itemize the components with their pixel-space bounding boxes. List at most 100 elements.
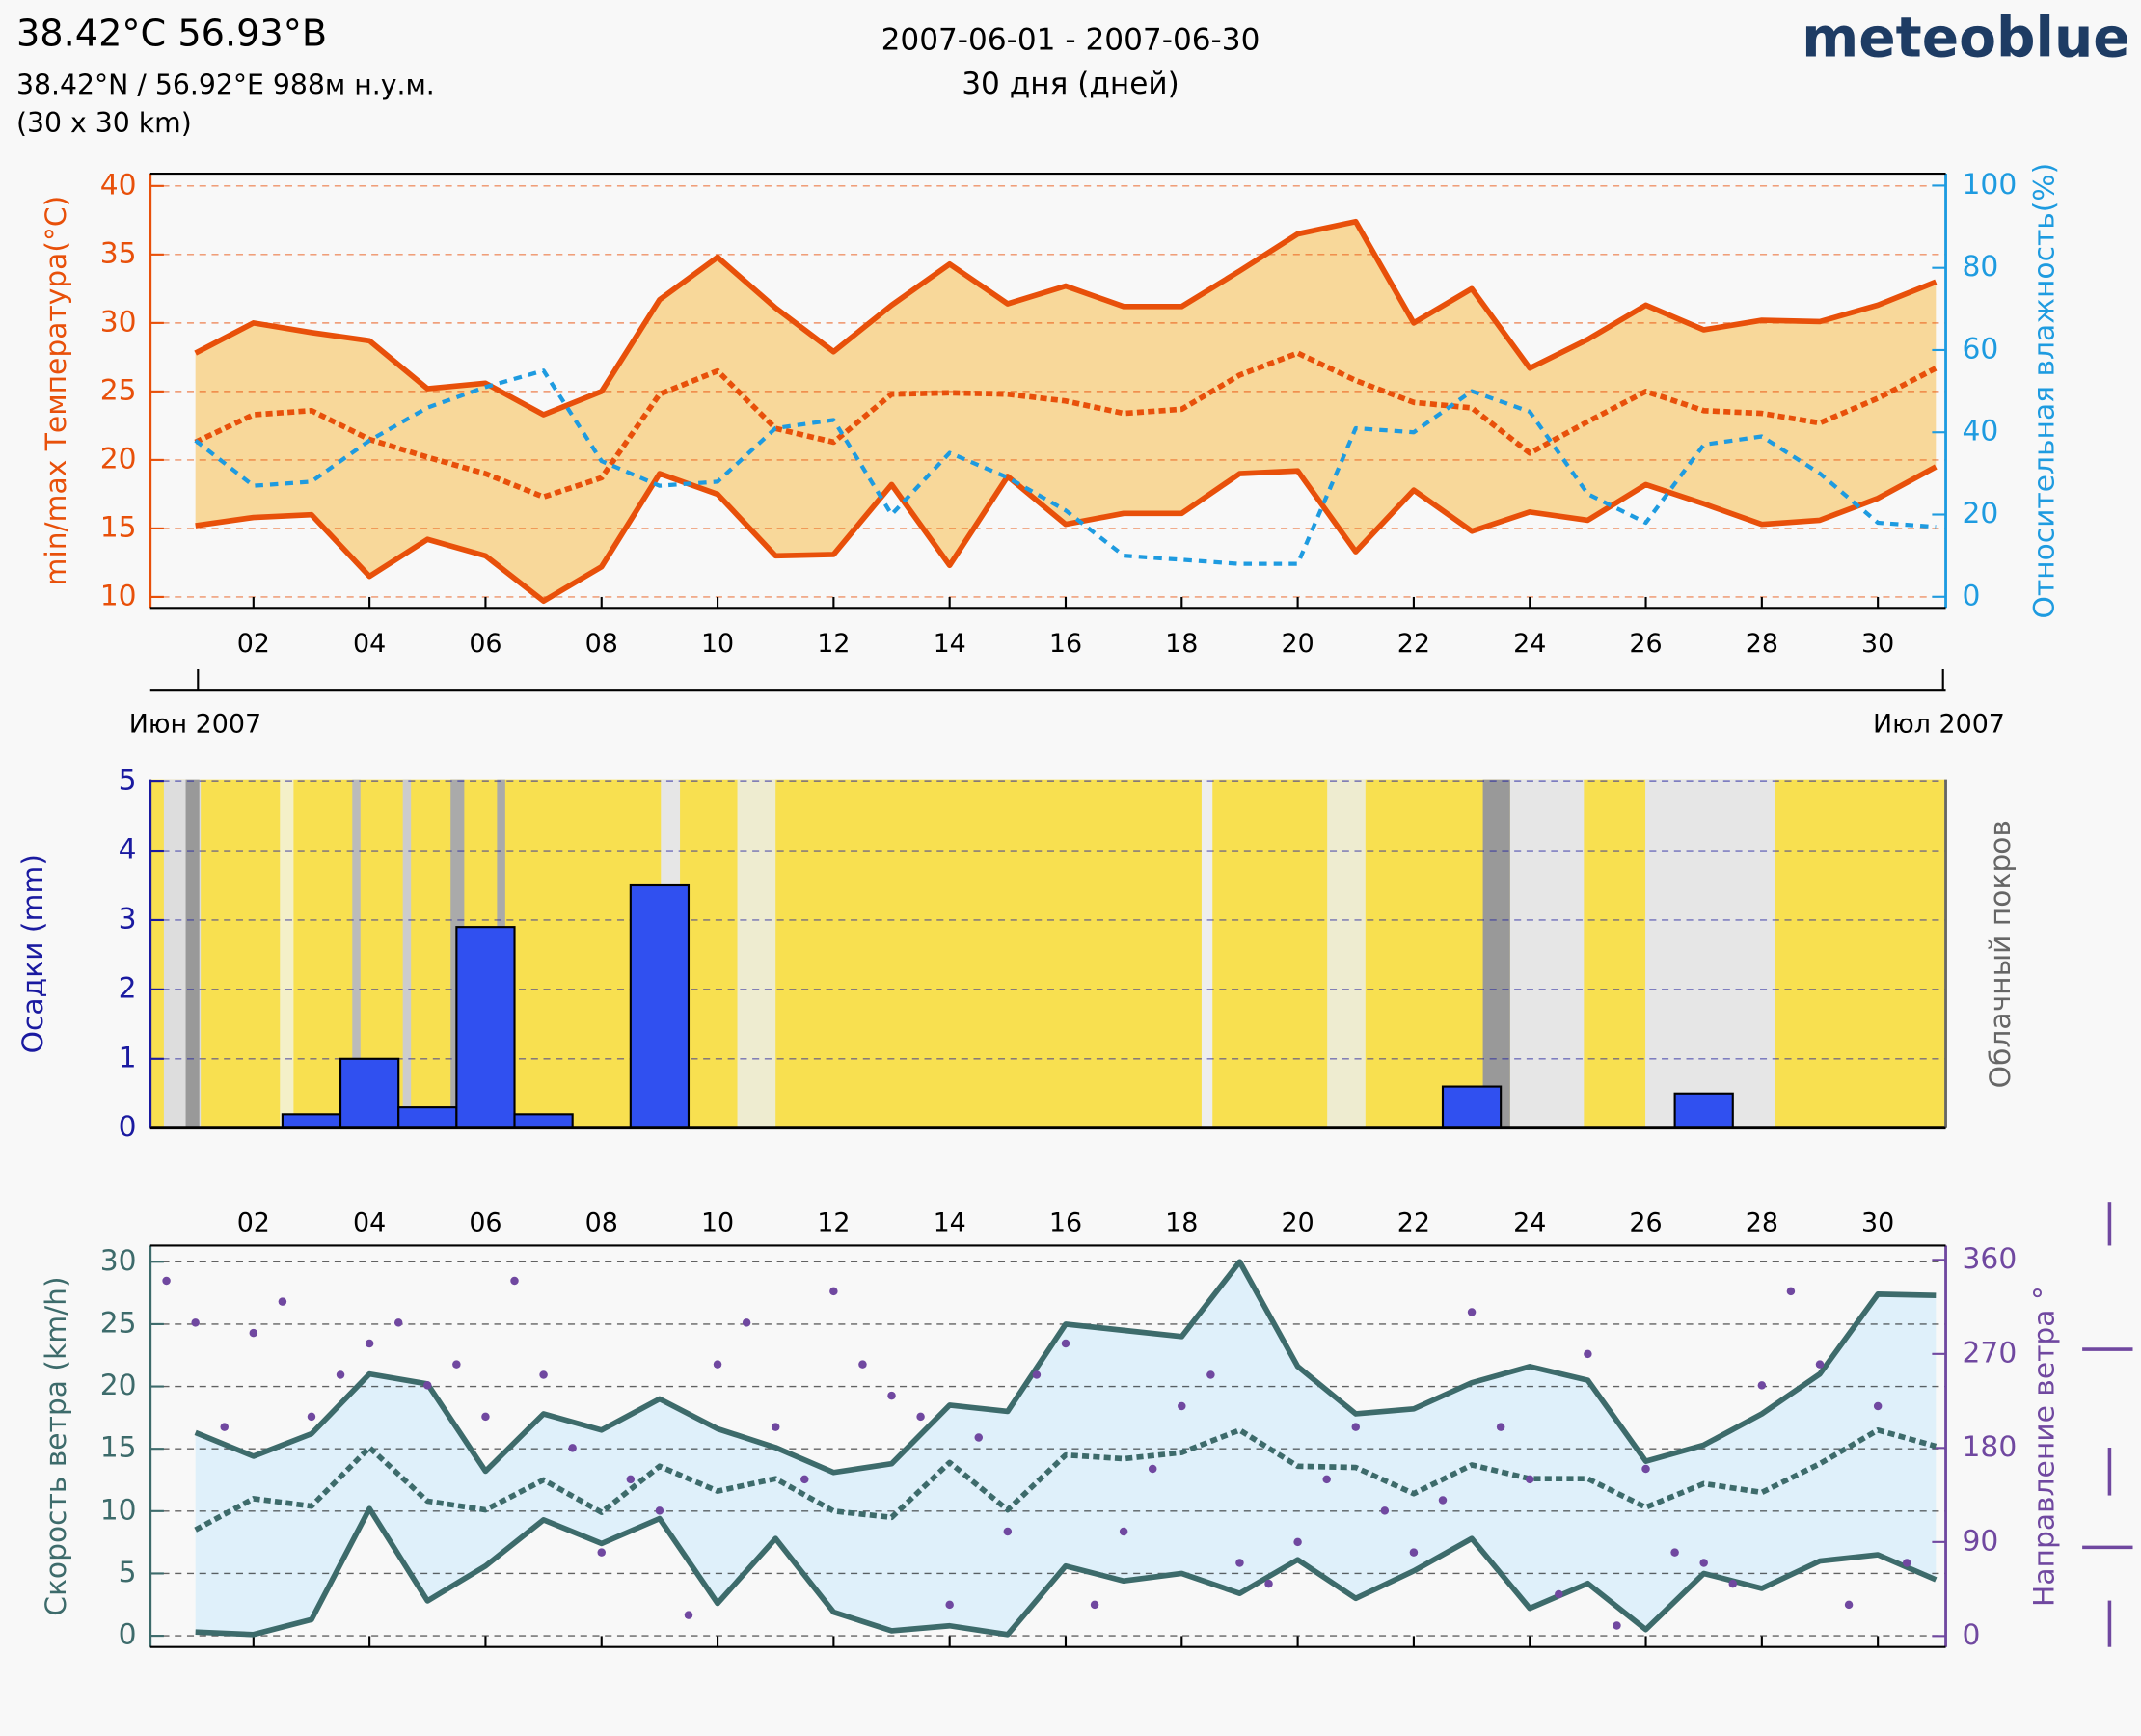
y-tick-label: 3 [119, 902, 137, 936]
direction-dot [278, 1297, 287, 1306]
x-tick-label: 22 [1397, 629, 1430, 659]
chart: 10 15 20 25 30 35 40 0 20 40 60 80 100 02 04 06 08 10 12 14… [40, 163, 2061, 659]
y-tick-label: 0 [119, 1618, 137, 1652]
y2-tick-label: 60 [1963, 332, 1999, 366]
line [195, 1505, 1938, 1638]
x-tick-label: 26 [1629, 1207, 1662, 1237]
y2-tick-label: 20 [1963, 497, 1999, 530]
direction-dot [1380, 1506, 1390, 1515]
cloud-stripe [1327, 779, 1366, 1128]
direction-dot [945, 1600, 954, 1610]
direction-dot [742, 1318, 751, 1327]
wind-arrows [2082, 1202, 2133, 1647]
x-tick-label: 06 [469, 629, 501, 659]
direction-dot [1206, 1370, 1215, 1379]
x-tick-label: 18 [1165, 1207, 1198, 1237]
month-label: Июл 2007 [1873, 710, 2005, 740]
direction-dot [1438, 1496, 1448, 1505]
direction-dot [1613, 1621, 1621, 1630]
y-tick-label: 30 [100, 305, 137, 339]
direction-dot [1525, 1475, 1534, 1484]
direction-dot [1496, 1423, 1505, 1431]
x-tick-label: 14 [934, 629, 966, 659]
direction-dot [423, 1381, 432, 1390]
humidity-line [194, 368, 1937, 566]
x-tick-label: 16 [1049, 629, 1082, 659]
y-tick-label: 10 [100, 579, 137, 612]
y-tick-label: 15 [100, 510, 137, 544]
x-tick-label: 26 [1629, 629, 1662, 659]
cloud-stripe [280, 779, 294, 1128]
direction-dot [655, 1506, 664, 1515]
direction-dot [1873, 1401, 1883, 1411]
y2-tick-label: 80 [1963, 250, 1999, 284]
direction-dot [336, 1370, 345, 1379]
x-tick-label: 12 [817, 1207, 850, 1237]
y2-tick-label: 0 [1963, 1618, 1981, 1652]
cloud-stripe [737, 779, 776, 1128]
direction-dot [1902, 1559, 1911, 1567]
y2-axis-label: Относительная влажность(%) [2027, 163, 2061, 619]
cloud-stripe [1482, 779, 1510, 1128]
direction-dot [1003, 1527, 1013, 1536]
title: 38.42°C 56.93°B [16, 14, 327, 56]
direction-dot [887, 1391, 896, 1400]
y-tick-label: 25 [100, 373, 137, 407]
period: 2007-06-01 - 2007-06-30 [881, 23, 1260, 58]
y-tick-label: 35 [100, 236, 137, 270]
direction-dot [1351, 1423, 1361, 1431]
y-tick-label: 30 [100, 1244, 137, 1278]
y-tick-label: 0 [119, 1110, 137, 1144]
direction-dot [1670, 1548, 1679, 1557]
x-tick-label: 12 [817, 629, 850, 659]
y-tick-label: 1 [119, 1041, 137, 1074]
y2-axis-label: Облачный покров [1984, 820, 2018, 1088]
y-axis-label: Скорость ветра (km/h) [40, 1276, 73, 1615]
x-tick-label: 28 [1746, 629, 1778, 659]
direction-dot [713, 1360, 722, 1369]
range-band [195, 221, 1937, 602]
cloud-cover [149, 779, 1946, 1128]
x-tick-label: 14 [934, 1207, 966, 1237]
direction-dot [1235, 1559, 1244, 1567]
y2-tick-label: 100 [1963, 168, 2018, 202]
direction-dot [191, 1318, 200, 1327]
direction-dot [829, 1287, 838, 1296]
direction-dot [858, 1360, 867, 1369]
direction-dot [974, 1433, 984, 1442]
cloud-stripe [352, 779, 361, 1128]
direction-dot [510, 1276, 519, 1286]
direction-dot [1467, 1308, 1477, 1316]
x-tick-label: 24 [1513, 1207, 1546, 1237]
line [194, 218, 1938, 418]
direction-dot [365, 1339, 374, 1348]
direction-dot [1061, 1339, 1070, 1348]
direction-dot [1555, 1589, 1563, 1599]
y-tick-label: 5 [119, 764, 137, 798]
x-tick-label: 08 [585, 1207, 618, 1237]
x-tick-label: 20 [1281, 629, 1314, 659]
y-axis-label: Осадки (mm) [16, 854, 50, 1053]
direction-dot [1815, 1360, 1825, 1369]
direction-dot [1119, 1527, 1128, 1536]
x-tick-label: 02 [237, 629, 270, 659]
direction-dot [220, 1423, 229, 1431]
precip-bar [1673, 1092, 1734, 1129]
direction-dot [1844, 1600, 1854, 1610]
direction-dot [1728, 1579, 1738, 1588]
y-tick-label: 20 [100, 1369, 137, 1402]
direction-dot [1584, 1349, 1592, 1359]
y-tick-label: 25 [100, 1306, 137, 1340]
direction-dot [1757, 1381, 1767, 1390]
x-tick-label: 06 [469, 1207, 501, 1237]
precip-bar [1441, 1085, 1503, 1129]
brand: meteoblue [1802, 6, 2129, 69]
direction-dot [1264, 1579, 1273, 1588]
x-tick-label: 18 [1165, 629, 1198, 659]
x-tick-label: 28 [1746, 1207, 1778, 1237]
grid-size: (30 x 30 km) [16, 107, 192, 139]
direction-dot [162, 1276, 171, 1286]
x-tick-label: 20 [1281, 1207, 1314, 1237]
